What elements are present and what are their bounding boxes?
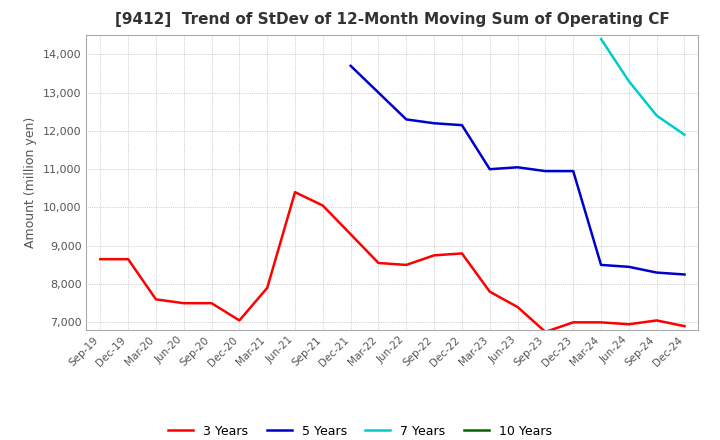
3 Years: [458, 251, 467, 256]
3 Years: [624, 322, 633, 327]
Title: [9412]  Trend of StDev of 12-Month Moving Sum of Operating CF: [9412] Trend of StDev of 12-Month Moving…: [115, 12, 670, 27]
5 Years: [513, 165, 522, 170]
5 Years: [374, 90, 383, 95]
5 Years: [680, 272, 689, 277]
3 Years: [152, 297, 161, 302]
5 Years: [458, 122, 467, 128]
3 Years: [541, 329, 550, 334]
5 Years: [402, 117, 410, 122]
5 Years: [430, 121, 438, 126]
3 Years: [652, 318, 661, 323]
3 Years: [179, 301, 188, 306]
3 Years: [569, 320, 577, 325]
7 Years: [597, 37, 606, 42]
7 Years: [652, 113, 661, 118]
Line: 5 Years: 5 Years: [351, 66, 685, 275]
3 Years: [235, 318, 243, 323]
5 Years: [624, 264, 633, 269]
3 Years: [402, 262, 410, 268]
3 Years: [597, 320, 606, 325]
5 Years: [569, 169, 577, 174]
Legend: 3 Years, 5 Years, 7 Years, 10 Years: 3 Years, 5 Years, 7 Years, 10 Years: [163, 420, 557, 440]
7 Years: [624, 78, 633, 84]
3 Years: [513, 304, 522, 310]
3 Years: [430, 253, 438, 258]
Line: 7 Years: 7 Years: [601, 39, 685, 135]
3 Years: [291, 190, 300, 195]
5 Years: [541, 169, 550, 174]
5 Years: [597, 262, 606, 268]
Y-axis label: Amount (million yen): Amount (million yen): [24, 117, 37, 248]
3 Years: [318, 203, 327, 208]
3 Years: [374, 260, 383, 266]
3 Years: [346, 231, 355, 237]
5 Years: [485, 167, 494, 172]
3 Years: [680, 323, 689, 329]
7 Years: [680, 132, 689, 137]
3 Years: [96, 257, 104, 262]
3 Years: [124, 257, 132, 262]
3 Years: [207, 301, 216, 306]
Line: 3 Years: 3 Years: [100, 192, 685, 332]
3 Years: [485, 289, 494, 294]
5 Years: [652, 270, 661, 275]
5 Years: [346, 63, 355, 69]
3 Years: [263, 285, 271, 290]
